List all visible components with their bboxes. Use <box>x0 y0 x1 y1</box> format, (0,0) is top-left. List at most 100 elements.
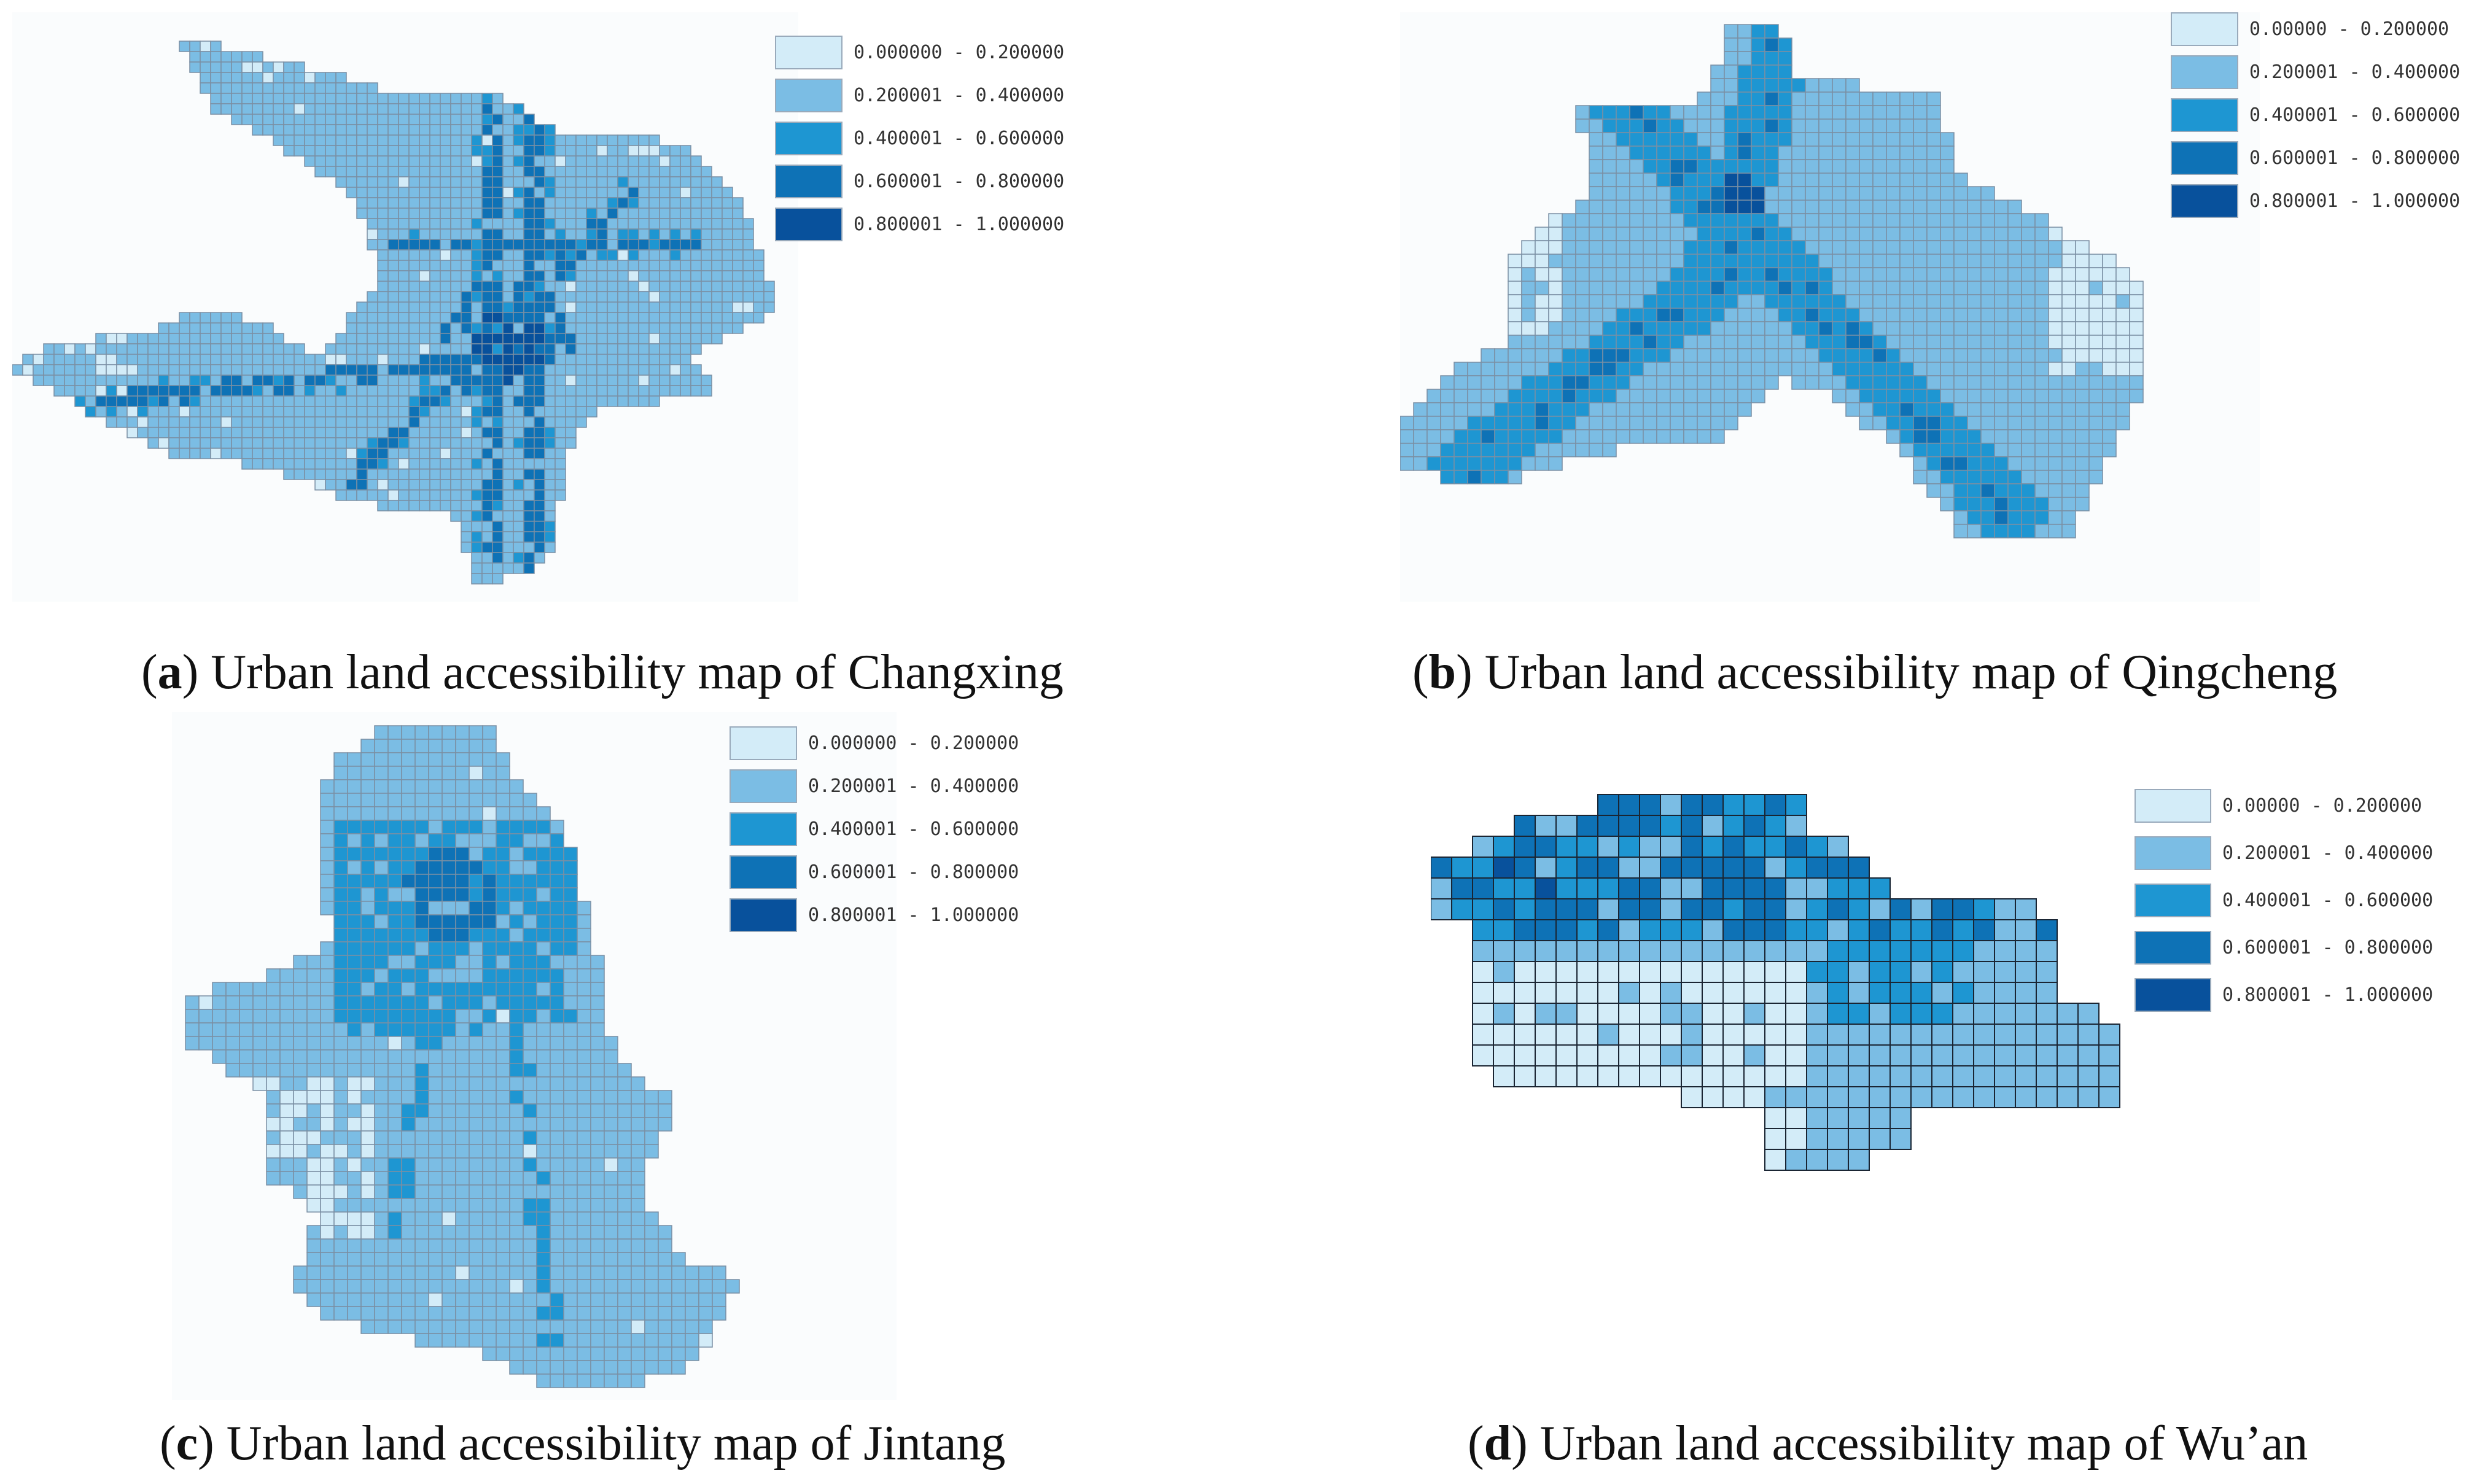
grid-cell <box>356 114 368 125</box>
grid-cell <box>638 343 650 355</box>
grid-cell <box>2034 429 2049 444</box>
grid-cell <box>1724 200 1738 214</box>
grid-cell <box>106 395 117 407</box>
grid-cell <box>586 354 597 365</box>
grid-cell <box>604 1198 618 1213</box>
grid-cell <box>1737 254 1752 268</box>
grid-cell <box>2102 267 2117 282</box>
grid-cell <box>293 1184 308 1199</box>
grid-cell <box>1722 1024 1745 1046</box>
grid-cell <box>1431 898 1452 920</box>
grid-cell <box>659 166 671 177</box>
grid-cell <box>1791 227 1806 241</box>
grid-cell <box>367 124 378 136</box>
grid-cell <box>408 218 420 230</box>
grid-cell <box>1710 186 1725 201</box>
grid-cell <box>1980 510 1995 525</box>
grid-cell <box>1805 348 1819 363</box>
grid-cell <box>450 114 462 125</box>
grid-cell <box>293 1171 308 1186</box>
grid-cell <box>1886 213 1901 228</box>
grid-cell <box>471 291 483 303</box>
grid-cell <box>1555 961 1578 983</box>
grid-cell <box>95 354 107 365</box>
grid-cell <box>1953 213 1968 228</box>
grid-cell <box>401 901 416 915</box>
grid-cell <box>1683 308 1698 322</box>
grid-cell <box>1872 200 1887 214</box>
grid-cell <box>1872 362 1887 376</box>
grid-cell <box>671 1252 686 1267</box>
grid-cell <box>604 1076 618 1091</box>
grid-cell <box>1722 857 1745 879</box>
grid-cell <box>367 208 378 219</box>
grid-cell <box>471 114 483 125</box>
grid-cell <box>1805 254 1819 268</box>
grid-cell <box>607 385 618 397</box>
grid-cell <box>455 1292 470 1307</box>
grid-cell <box>1514 836 1536 858</box>
grid-cell <box>1616 389 1630 403</box>
grid-cell <box>429 479 441 491</box>
grid-cell <box>544 291 556 303</box>
grid-cell <box>1751 362 1765 376</box>
grid-cell <box>333 1157 348 1172</box>
grid-cell <box>401 1009 416 1024</box>
grid-cell <box>701 312 712 324</box>
grid-cell <box>387 395 399 407</box>
grid-cell <box>1440 416 1455 430</box>
grid-cell <box>1670 213 1684 228</box>
grid-cell <box>455 1333 470 1348</box>
grid-cell <box>1913 416 1928 430</box>
grid-cell <box>374 928 389 942</box>
grid-cell <box>225 1049 240 1064</box>
grid-cell <box>701 375 712 386</box>
grid-cell <box>669 176 681 188</box>
grid-cell <box>252 458 263 470</box>
grid-cell <box>1785 898 1807 920</box>
grid-cell <box>1973 1065 1995 1087</box>
grid-cell <box>346 458 357 470</box>
grid-cell <box>1737 51 1752 66</box>
grid-cell <box>590 1225 605 1240</box>
grid-cell <box>1670 254 1684 268</box>
grid-cell <box>408 93 420 104</box>
grid-cell <box>1848 982 1870 1004</box>
grid-cell <box>377 301 389 313</box>
grid-cell <box>575 134 587 146</box>
grid-cell <box>575 187 587 198</box>
grid-cell <box>1764 267 1779 282</box>
grid-cell <box>534 395 545 407</box>
grid-cell <box>1493 982 1515 1004</box>
grid-cell <box>1656 321 1671 336</box>
grid-cell <box>509 1022 524 1037</box>
grid-cell <box>680 301 691 313</box>
accessibility-grid-qingcheng <box>1400 24 2144 538</box>
grid-cell <box>1953 389 1968 403</box>
grid-cell <box>1791 159 1806 174</box>
grid-cell <box>325 468 337 480</box>
grid-cell <box>414 1225 429 1240</box>
grid-cell <box>356 375 368 386</box>
grid-cell <box>1670 186 1684 201</box>
grid-cell <box>387 860 402 875</box>
grid-cell <box>408 197 420 209</box>
grid-cell <box>469 1333 483 1348</box>
grid-cell <box>617 197 629 209</box>
grid-cell <box>669 249 681 261</box>
grid-cell <box>596 333 608 344</box>
grid-cell <box>471 239 483 251</box>
grid-cell <box>617 312 629 324</box>
grid-cell <box>586 322 597 334</box>
grid-cell <box>1683 348 1698 363</box>
grid-cell <box>509 1103 524 1118</box>
grid-cell <box>669 197 681 209</box>
grid-cell <box>1575 308 1590 322</box>
grid-cell <box>2007 294 2022 309</box>
grid-cell <box>442 1063 456 1078</box>
grid-cell <box>617 395 629 407</box>
grid-cell <box>356 416 368 428</box>
grid-cell <box>1931 961 1953 983</box>
grid-cell <box>1722 982 1745 1004</box>
grid-cell <box>428 1319 443 1334</box>
